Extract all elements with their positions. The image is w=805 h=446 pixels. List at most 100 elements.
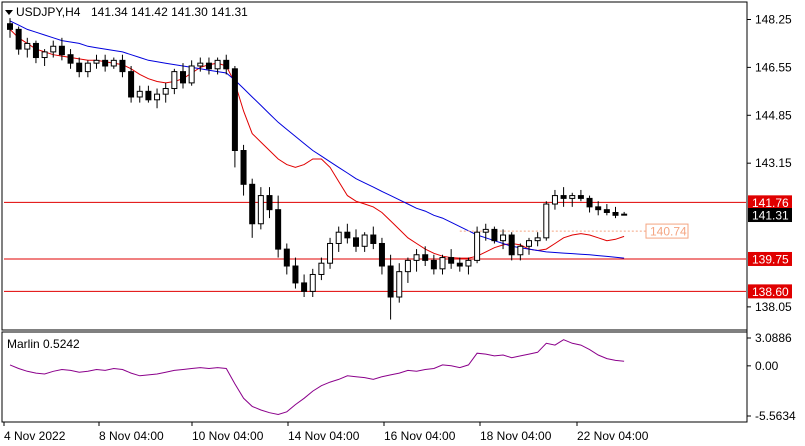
oscillator-tick-label: 0.00 [755, 359, 779, 373]
time-tick-label: 18 Nov 04:00 [480, 429, 552, 443]
candle-body [621, 213, 628, 216]
candle-body [595, 206, 602, 211]
current-price-tag [748, 208, 792, 223]
candle-body [249, 183, 256, 225]
candle-body [526, 240, 532, 247]
ohlc-values: 141.34 141.42 141.30 141.31 [91, 5, 248, 19]
candle-body [136, 90, 143, 98]
time-tick-label: 14 Nov 04:00 [288, 429, 360, 443]
current-price-label: 141.31 [752, 209, 789, 223]
level-price-tag [748, 251, 792, 266]
candle-body [551, 195, 558, 205]
candle-body [24, 42, 31, 50]
level-price-label: 141.76 [752, 196, 789, 210]
blue-moving-average-line [9, 20, 625, 259]
red-moving-average-line [9, 29, 625, 259]
candle-body [266, 195, 273, 211]
candle-body [404, 259, 411, 273]
candle-body [456, 262, 463, 267]
candle-body [283, 248, 290, 267]
candle-body [430, 259, 437, 270]
candle-body [180, 71, 186, 84]
time-tick-label: 4 Nov 2022 [4, 429, 66, 443]
candle-body [560, 195, 567, 199]
price-tick-label: 146.55 [755, 60, 792, 74]
symbol-dropdown-icon[interactable] [5, 10, 13, 15]
price-tick-label: 148.25 [755, 12, 792, 26]
candle-body [76, 62, 83, 73]
candle-body [309, 273, 316, 292]
level-price-tag [748, 195, 792, 210]
time-tick-label: 16 Nov 04:00 [384, 429, 456, 443]
candle-body [257, 195, 264, 225]
candle-body [214, 59, 221, 70]
candle-body [422, 254, 429, 261]
candle-body [58, 45, 65, 56]
candle-body [577, 195, 584, 199]
candle-body [50, 45, 57, 53]
candle-body [84, 62, 91, 73]
candle-body [162, 88, 169, 95]
candle-body [41, 51, 48, 59]
candle-body [171, 71, 178, 90]
symbol-label[interactable]: USDJPY,H4 [16, 5, 81, 19]
time-tick-label: 22 Nov 04:00 [577, 429, 649, 443]
projection-box [645, 223, 689, 239]
candle-body [197, 62, 204, 67]
time-tick-label: 10 Nov 04:00 [192, 429, 264, 443]
candle-body [223, 59, 230, 70]
candle-body [231, 68, 238, 152]
candle-body [534, 237, 541, 242]
candle-body [413, 254, 420, 261]
candle-body [205, 62, 212, 70]
candle-body [508, 234, 515, 256]
candle-body [378, 242, 385, 267]
candle-body [612, 211, 619, 216]
candle-body [240, 150, 247, 185]
candle-body [387, 265, 394, 298]
candle-body [603, 209, 610, 213]
candle-body [327, 242, 334, 264]
candle-body [7, 23, 13, 30]
candle-body [396, 271, 403, 298]
candle-body [491, 228, 498, 242]
candle-body [301, 282, 308, 292]
candle-body [128, 71, 135, 98]
candle-body [292, 265, 299, 284]
candle-body [353, 237, 359, 247]
candle-body [102, 59, 109, 67]
price-tick-label: 143.15 [755, 156, 792, 170]
candle-body [344, 231, 351, 239]
oscillator-frame [1, 331, 748, 423]
candle-body [370, 234, 377, 244]
candle-body [361, 234, 368, 247]
candle-body [32, 42, 39, 59]
candle-body [15, 28, 22, 50]
candle-body [448, 257, 455, 264]
candle-body [586, 197, 593, 208]
level-price-label: 139.75 [752, 252, 789, 266]
candle-body [154, 93, 161, 101]
candle-body [482, 228, 489, 233]
candle-body [119, 59, 126, 73]
candle-body [93, 59, 100, 64]
level-price-tag [748, 284, 792, 299]
candle-body [67, 54, 74, 64]
oscillator-tick-label: -5.5634 [755, 409, 796, 423]
candle-body [110, 59, 117, 67]
candle-body [318, 262, 325, 275]
oscillator-tick-label: 3.0886 [755, 331, 792, 345]
candle-body [465, 259, 472, 267]
oscillator-line [9, 339, 625, 416]
candle-body [500, 234, 507, 242]
main-plot-frame [1, 1, 748, 331]
projection-label: 140.74 [650, 225, 687, 239]
level-price-label: 138.60 [752, 285, 789, 299]
candle-body [188, 65, 195, 84]
price-tick-label: 144.85 [755, 108, 792, 122]
candle-body [543, 203, 550, 239]
candle-body [145, 90, 152, 101]
candle-body [517, 245, 524, 256]
candle-body [439, 257, 446, 270]
